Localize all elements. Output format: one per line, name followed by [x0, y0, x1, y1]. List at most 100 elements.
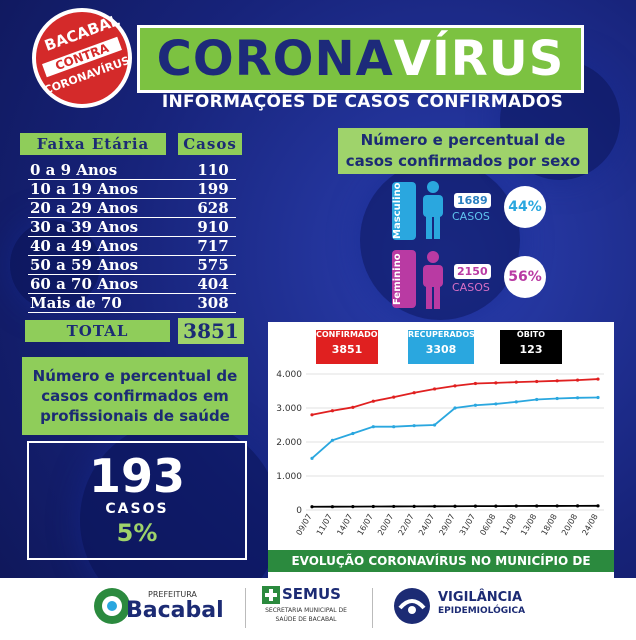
- data-point: [555, 504, 559, 508]
- female-icon: [423, 251, 443, 309]
- data-point: [575, 378, 580, 382]
- male-percent: 44%: [504, 186, 546, 228]
- age-range-label: 0 a 9 Anos: [30, 161, 118, 179]
- age-range-label: 50 a 59 Anos: [30, 256, 139, 274]
- age-range-label: 20 a 29 Anos: [30, 199, 139, 217]
- age-range-cases: 628: [197, 199, 229, 217]
- footer-semus: SEMUS: [282, 585, 341, 603]
- age-range-label: 10 a 19 Anos: [30, 180, 139, 198]
- footer-epidemiologica: EPIDEMIOLÓGICA: [438, 606, 526, 616]
- age-range-label: Mais de 70: [30, 294, 122, 312]
- page-subtitle: INFORMAÇÕES DE CASOS CONFIRMADOS: [161, 92, 564, 112]
- data-point: [351, 405, 355, 409]
- data-point: [310, 505, 314, 509]
- data-point: [310, 413, 314, 417]
- data-point: [535, 504, 539, 508]
- data-point: [555, 396, 559, 401]
- legend-confirmed-label: CONFIRMADOS: [316, 330, 384, 339]
- evolution-chart-title: EVOLUÇÃO CORONAVÍRUS NO MUNICÍPIO DE BAC…: [268, 550, 614, 590]
- legend-deaths-value: 123: [519, 343, 543, 356]
- page-title: CORONA VÍRUS: [137, 25, 584, 93]
- x-tick-label: 20/07: [376, 513, 395, 537]
- data-point: [392, 395, 396, 399]
- data-point: [412, 424, 416, 428]
- data-point: [514, 504, 518, 508]
- x-tick-label: 14/07: [335, 513, 354, 537]
- total-label: TOTAL: [25, 320, 170, 342]
- x-tick-label: 24/07: [417, 513, 436, 537]
- footer-bacabal: Bacabal: [126, 598, 224, 623]
- evolution-line-chart: 0 1.000 2.000 3.000 4.000 09/07 11/07 14/07 16/0…: [276, 370, 604, 537]
- total-value: 3851: [178, 318, 244, 344]
- y-tick-label: 1.000: [276, 472, 302, 482]
- x-tick-label: 18/08: [540, 513, 559, 537]
- x-tick-label: 29/07: [437, 513, 456, 537]
- age-range-cases: 717: [197, 237, 229, 255]
- age-range-cases: 199: [197, 180, 229, 198]
- age-range-cases: 308: [197, 294, 229, 312]
- legend-recovered: RECUPERADOS 3308: [408, 330, 475, 364]
- professionals-title: Número e percentual de casos confirmados…: [22, 357, 248, 435]
- data-point: [473, 504, 478, 508]
- x-tick-label: 13/08: [519, 513, 538, 537]
- age-range-cases: 910: [197, 218, 229, 236]
- footer-vigilancia: VIGILÂNCIA: [438, 590, 523, 605]
- data-point: [392, 504, 396, 509]
- data-point: [371, 399, 375, 403]
- y-tick-label: 2.000: [276, 438, 302, 448]
- professionals-card: 193 CASOS 5%: [27, 441, 247, 560]
- y-tick-label: 0: [296, 506, 302, 516]
- data-point: [453, 384, 457, 388]
- evolution-chart-panel: CONFIRMADOS 3851 RECUPERADOS 3308 ÓBITO …: [268, 322, 614, 580]
- data-point: [432, 504, 437, 508]
- data-point: [575, 396, 580, 400]
- data-point: [371, 425, 375, 429]
- footer: PREFEITURA Bacabal SEMUS SECRETARIA MUNI…: [0, 578, 636, 640]
- age-range-header: Faixa Etária: [20, 133, 166, 155]
- x-tick-label: 16/07: [356, 513, 375, 537]
- row-underline: [28, 217, 236, 218]
- vigilancia-logo-icon: [394, 588, 430, 624]
- data-point: [351, 505, 355, 509]
- data-point: [494, 504, 498, 508]
- data-point: [453, 406, 457, 410]
- x-tick-label: 31/07: [458, 513, 477, 537]
- y-tick-label: 4.000: [276, 370, 302, 380]
- legend-confirmed: CONFIRMADOS 3851: [316, 330, 383, 364]
- x-tick-label: 11/07: [315, 513, 334, 537]
- male-tag: Masculino: [392, 182, 416, 240]
- x-tick-label: 22/07: [397, 513, 416, 537]
- row-underline: [28, 179, 236, 180]
- row-underline: [28, 198, 236, 199]
- professionals-casos-label: CASOS: [105, 501, 169, 517]
- professionals-percent: 5%: [116, 519, 158, 547]
- legend-recovered-label: RECUPERADOS: [408, 330, 475, 339]
- row-underline: [28, 255, 236, 256]
- x-tick-label: 24/08: [580, 513, 599, 537]
- data-point: [412, 391, 416, 395]
- data-point: [596, 395, 600, 400]
- data-point: [535, 379, 539, 384]
- data-point: [392, 425, 396, 429]
- female-tag: Feminino: [392, 250, 416, 308]
- age-range-label: 60 a 70 Anos: [30, 275, 139, 293]
- data-point: [494, 381, 498, 385]
- x-tick-label: 20/08: [560, 513, 579, 537]
- sex-section-title: Número e percentual de casos confirmados…: [338, 128, 588, 174]
- data-point: [596, 504, 600, 508]
- data-point: [555, 379, 559, 383]
- row-underline: [28, 312, 236, 313]
- age-range-label: 30 a 39 Anos: [30, 218, 139, 236]
- data-point: [494, 402, 498, 406]
- data-point: [432, 423, 437, 427]
- legend-deaths: ÓBITO 123: [500, 330, 562, 364]
- bacabal-contra-coronavirus-seal: BACABAL CONTRA CORONAVÍRUS: [32, 8, 132, 108]
- data-point: [330, 409, 335, 413]
- footer-prefeitura: PREFEITURA: [148, 590, 197, 599]
- legend-deaths-label: ÓBITO: [516, 330, 546, 339]
- data-point: [473, 381, 478, 386]
- title-corona: CORONA: [156, 31, 394, 87]
- data-point: [330, 438, 335, 442]
- footer-semus-sub: SECRETARIA MUNICIPAL DE SAÚDE DE BACABAL: [265, 607, 347, 623]
- male-casos-label: CASOS: [452, 210, 490, 223]
